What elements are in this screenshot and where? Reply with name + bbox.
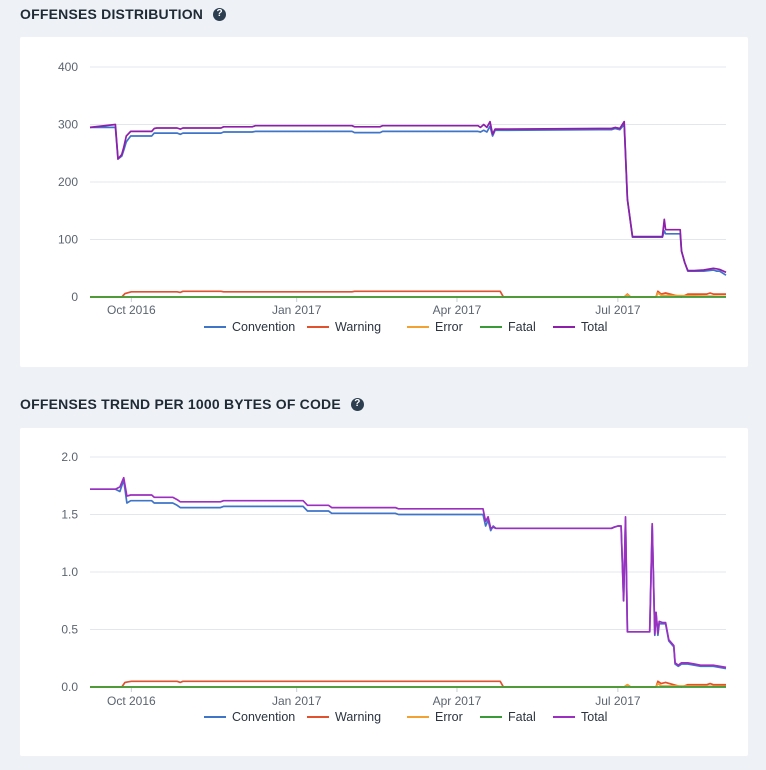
y-tick-label: 1.0 — [61, 565, 78, 579]
chart-card-distribution: 0 100 200 300 400 Oct 2016 Jan 2017 Apr 2017 Jul… — [20, 37, 748, 367]
legend-label: Convention — [232, 710, 295, 724]
question-circle-icon[interactable]: ? — [213, 7, 227, 21]
x-tick-label: Apr 2017 — [433, 303, 482, 317]
series-line-total — [90, 476, 727, 669]
legend-label: Total — [581, 710, 607, 724]
legend-item-error[interactable]: Error — [407, 320, 463, 334]
legend-label: Total — [581, 320, 607, 334]
y-tick-label: 0 — [71, 290, 78, 304]
legend-label: Error — [435, 320, 463, 334]
x-tick-label: Jan 2017 — [272, 303, 322, 317]
y-tick-label: 400 — [58, 60, 78, 74]
legend-item-convention[interactable]: Convention — [204, 710, 295, 724]
section-title-offenses-distribution: OFFENSES DISTRIBUTION ? — [20, 6, 227, 22]
legend-item-error[interactable]: Error — [407, 710, 463, 724]
x-tick-label: Oct 2016 — [107, 303, 156, 317]
legend-item-convention[interactable]: Convention — [204, 320, 295, 334]
offenses-trend-chart: 0.0 0.5 1.0 1.5 2.0 Oct 2016 Jan 2017 Apr 2017 J… — [61, 450, 727, 724]
y-tick-label: 0.5 — [61, 623, 78, 637]
legend-item-total[interactable]: Total — [553, 710, 607, 724]
section-title-text: OFFENSES TREND PER 1000 BYTES OF CODE — [20, 396, 341, 412]
legend-item-fatal[interactable]: Fatal — [480, 320, 536, 334]
y-tick-label: 1.5 — [61, 508, 78, 522]
y-tick-label: 300 — [58, 118, 78, 132]
x-tick-label: Jul 2017 — [595, 694, 641, 708]
legend-label: Error — [435, 710, 463, 724]
legend-label: Convention — [232, 320, 295, 334]
legend-label: Warning — [335, 710, 381, 724]
series-line-convention — [90, 123, 727, 276]
y-tick-label: 0.0 — [61, 680, 78, 694]
y-tick-label: 100 — [58, 233, 78, 247]
legend-item-warning[interactable]: Warning — [307, 710, 381, 724]
legend-label: Fatal — [508, 710, 536, 724]
y-tick-label: 200 — [58, 175, 78, 189]
legend-item-fatal[interactable]: Fatal — [480, 710, 536, 724]
legend-label: Warning — [335, 320, 381, 334]
y-tick-label: 2.0 — [61, 450, 78, 464]
offenses-distribution-chart: 0 100 200 300 400 Oct 2016 Jan 2017 Apr 2017 Jul… — [58, 60, 727, 334]
x-tick-label: Jan 2017 — [272, 694, 322, 708]
chart-card-trend: 0.0 0.5 1.0 1.5 2.0 Oct 2016 Jan 2017 Apr 2017 J… — [20, 428, 748, 756]
series-line-total — [89, 120, 727, 274]
legend-item-warning[interactable]: Warning — [307, 320, 381, 334]
legend-label: Fatal — [508, 320, 536, 334]
x-tick-label: Oct 2016 — [107, 694, 156, 708]
x-tick-label: Jul 2017 — [595, 303, 641, 317]
x-tick-label: Apr 2017 — [433, 694, 482, 708]
question-circle-icon[interactable]: ? — [350, 397, 364, 411]
section-title-offenses-trend: OFFENSES TREND PER 1000 BYTES OF CODE ? — [20, 396, 364, 412]
legend-item-total[interactable]: Total — [553, 320, 607, 334]
section-title-text: OFFENSES DISTRIBUTION — [20, 6, 204, 22]
